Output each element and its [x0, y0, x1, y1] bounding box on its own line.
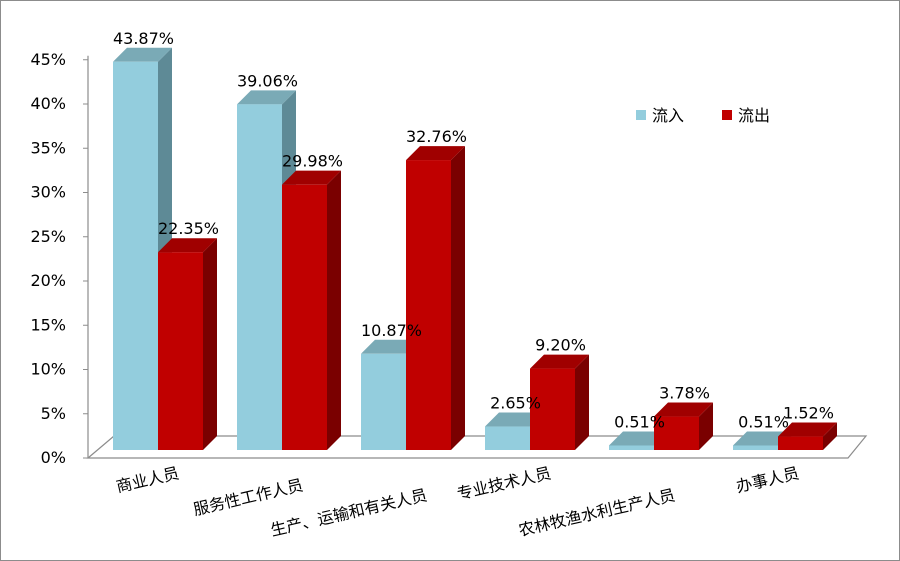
- bar-inflow-top: [609, 431, 668, 446]
- data-label-inflow: 39.06%: [237, 71, 298, 90]
- bar-outflow: [282, 170, 341, 450]
- bar-inflow-front: [361, 353, 406, 450]
- data-labels: 43.87% 22.35% 39.06% 29.98% 10.87% 32.76% 2.65…: [113, 29, 834, 432]
- bar-outflow-top: [282, 170, 341, 185]
- bar-outflow-front: [158, 252, 203, 450]
- bar-outflow-top: [530, 354, 589, 369]
- bar-outflow: [406, 146, 465, 450]
- legend: 流入 流出: [636, 106, 770, 125]
- category-label: 服务性工作人员: [191, 475, 304, 519]
- bar-outflow-side: [327, 170, 341, 450]
- data-label-inflow: 10.87%: [361, 321, 422, 340]
- bar-inflow-top: [113, 47, 172, 62]
- bar-outflow-front: [654, 416, 699, 450]
- bar-inflow-top: [361, 339, 420, 354]
- y-tick-label: 0%: [41, 448, 66, 467]
- data-label-inflow: 0.51%: [614, 412, 665, 431]
- bar-outflow-side: [699, 402, 713, 450]
- data-label-inflow: 0.51%: [738, 412, 789, 431]
- category-label: 农林牧渔水利生产人员: [517, 485, 677, 540]
- bar-outflow: [654, 402, 713, 450]
- category-label: 商业人员: [114, 463, 181, 496]
- legend-swatch-inflow: [636, 110, 646, 120]
- category-label: 专业技术人员: [455, 463, 553, 503]
- bar-outflow-front: [406, 160, 451, 450]
- bar-inflow-front: [113, 61, 158, 451]
- bar-outflow-top: [778, 422, 837, 437]
- bar-outflow-top: [654, 402, 713, 417]
- y-tick-label: 5%: [41, 404, 66, 423]
- data-label-outflow: 29.98%: [282, 152, 343, 171]
- bar-outflow-top: [158, 238, 217, 253]
- bars: [113, 47, 837, 451]
- bar-inflow-top: [733, 431, 792, 446]
- bar-inflow-front: [485, 426, 530, 450]
- data-label-outflow: 3.78%: [659, 384, 710, 403]
- legend-label-inflow: 流入: [652, 106, 684, 125]
- bar-outflow-top: [406, 146, 465, 161]
- bar-inflow-front: [733, 445, 778, 450]
- y-tick-label: 15%: [30, 315, 66, 334]
- bar-outflow: [778, 422, 837, 450]
- bar-outflow-side: [823, 422, 837, 450]
- bar-inflow-front: [237, 104, 282, 450]
- data-label-outflow: 22.35%: [158, 219, 219, 238]
- chart-floor: [86, 435, 868, 459]
- data-label-outflow: 9.20%: [535, 336, 586, 355]
- bar-outflow-side: [203, 238, 217, 450]
- bar-inflow-top: [237, 90, 296, 105]
- bar-outflow-side: [575, 354, 589, 450]
- y-tick-label: 30%: [30, 183, 66, 202]
- y-axis: 0% 5% 10% 15% 20% 25% 30% 35% 40% 45%: [30, 50, 89, 467]
- bar-outflow: [530, 354, 589, 450]
- bar-outflow-front: [282, 184, 327, 450]
- legend-label-outflow: 流出: [738, 106, 770, 125]
- x-axis-categories: 商业人员 服务性工作人员生产、运输和有关人员专业技术人员农林牧渔水利生产人员办事人…: [114, 463, 801, 540]
- bar-outflow-front: [530, 368, 575, 450]
- legend-swatch-outflow: [722, 110, 732, 120]
- y-tick-label: 20%: [30, 271, 66, 290]
- y-tick-label: 40%: [30, 94, 66, 113]
- data-label-outflow: 32.76%: [406, 127, 467, 146]
- bar-inflow-front: [609, 445, 654, 450]
- y-tick-label: 35%: [30, 138, 66, 157]
- bar-outflow: [158, 238, 217, 450]
- bar-inflow-top: [485, 412, 544, 427]
- data-label-outflow: 1.52%: [783, 404, 834, 423]
- data-label-inflow: 2.65%: [490, 394, 541, 413]
- category-label: 办事人员: [734, 463, 801, 496]
- data-label-inflow: 43.87%: [113, 29, 174, 48]
- bar-outflow-front: [778, 436, 823, 450]
- y-tick-label: 25%: [30, 227, 66, 246]
- bar-outflow-side: [451, 146, 465, 450]
- floor-plane: [86, 435, 868, 459]
- y-tick-label: 45%: [30, 50, 66, 69]
- y-tick-label: 10%: [30, 360, 66, 379]
